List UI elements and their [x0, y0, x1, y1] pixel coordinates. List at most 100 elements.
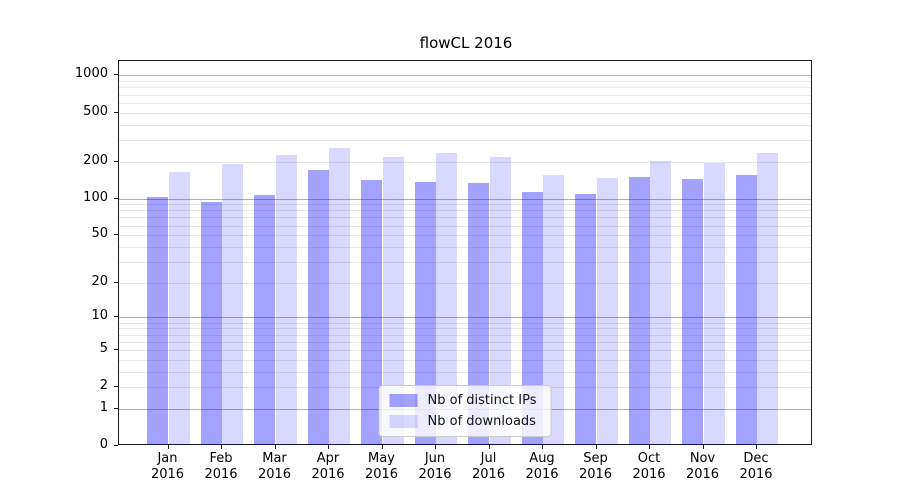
major-gridline [119, 75, 811, 77]
x-tick-mark [756, 445, 757, 449]
legend-swatch [389, 415, 418, 428]
x-tick-label: Nov 2016 [671, 451, 735, 483]
x-tick-month: Apr [316, 451, 340, 466]
bar-downloads [489, 157, 511, 445]
bar-downloads [596, 178, 618, 445]
minor-gridline [119, 204, 811, 206]
x-tick-year: 2016 [739, 467, 773, 482]
bar-downloads [650, 161, 672, 445]
minor-gridline [119, 322, 811, 324]
y-tick-mark [114, 197, 118, 199]
y-tick-label: 20 [91, 273, 108, 289]
bar-downloads [382, 156, 404, 445]
x-tick-mark [702, 445, 704, 449]
bar-ips [147, 197, 169, 445]
x-tick-mark [488, 445, 490, 449]
minor-gridline [119, 210, 811, 212]
y-tick-label: 500 [83, 103, 108, 119]
bar-downloads [543, 175, 565, 445]
x-tick-label: Oct 2016 [617, 451, 681, 483]
x-tick-month: Feb [209, 451, 233, 466]
x-tick-month: Nov [689, 451, 716, 466]
bar-downloads [222, 164, 244, 445]
y-tick-mark [114, 281, 118, 283]
x-tick-month: Jun [424, 451, 446, 466]
y-tick-mark [114, 111, 118, 113]
minor-gridline [119, 102, 811, 104]
minor-gridline [119, 334, 811, 336]
legend-label: Nb of distinct IPs [427, 393, 537, 408]
bar-downloads [703, 162, 725, 445]
minor-gridline [119, 371, 811, 373]
x-tick-month: Jul [480, 451, 497, 466]
x-tick-label: May 2016 [350, 451, 414, 483]
x-tick-mark [649, 445, 650, 449]
y-tick-mark [114, 74, 118, 76]
x-tick-mark [274, 445, 276, 449]
minor-gridline [119, 261, 811, 263]
plot-area: Nb of distinct IPs Nb of downloads [118, 60, 812, 445]
bar-ips [682, 178, 704, 445]
x-tick-label: Jul 2016 [457, 451, 521, 483]
bar-ips [414, 182, 436, 445]
major-gridline [119, 198, 811, 200]
bar-ips [254, 195, 276, 445]
minor-gridline [119, 349, 811, 351]
y-tick-label: 50 [91, 226, 108, 242]
major-gridline [119, 317, 811, 319]
legend-label: Nb of downloads [427, 414, 536, 429]
minor-gridline [119, 359, 811, 361]
minor-gridline [119, 161, 811, 163]
legend-swatch [389, 394, 418, 407]
bar-downloads [757, 152, 779, 445]
y-tick-label: 200 [83, 152, 108, 168]
minor-gridline [119, 124, 811, 126]
x-tick-year: 2016 [204, 467, 238, 482]
bar-downloads [329, 147, 351, 445]
minor-gridline [119, 81, 811, 83]
x-tick-month: Jan [157, 451, 178, 466]
y-tick-label: 5 [99, 340, 108, 356]
minor-gridline [119, 328, 811, 330]
x-tick-month: Aug [529, 451, 555, 466]
x-tick-label: Jan 2016 [136, 451, 200, 483]
x-tick-mark [435, 445, 436, 449]
bar-downloads [436, 152, 458, 445]
x-tick-month: Dec [743, 451, 769, 466]
legend-item: Nb of downloads [389, 414, 537, 429]
minor-gridline [119, 139, 811, 141]
y-tick-label: 2 [99, 378, 108, 394]
y-tick-label: 0 [99, 437, 108, 452]
x-tick-label: Feb 2016 [189, 451, 253, 483]
y-tick-label: 1 [99, 399, 108, 415]
x-tick-month: Mar [262, 451, 287, 466]
minor-gridline [119, 341, 811, 343]
y-tick-mark [114, 348, 118, 350]
legend: Nb of distinct IPs Nb of downloads [378, 385, 552, 437]
minor-gridline [119, 225, 811, 227]
bar-downloads [275, 154, 297, 445]
x-tick-mark [595, 445, 597, 449]
bar-ips [521, 192, 543, 445]
minor-gridline [119, 112, 811, 114]
legend-item: Nb of distinct IPs [389, 393, 537, 408]
x-tick-year: 2016 [525, 467, 559, 482]
x-tick-year: 2016 [150, 467, 185, 482]
y-tick-label: 1000 [74, 66, 108, 82]
x-tick-month: Sep [583, 451, 608, 466]
x-tick-year: 2016 [257, 467, 292, 482]
x-tick-label: Jun 2016 [403, 451, 467, 483]
bar-ips [307, 170, 329, 445]
bar-ips [200, 202, 222, 445]
x-tick-month: May [368, 451, 395, 466]
x-tick-year: 2016 [685, 467, 720, 482]
y-tick-label: 10 [91, 308, 108, 324]
bar-downloads [168, 171, 190, 445]
x-tick-year: 2016 [632, 467, 666, 482]
x-tick-label: Mar 2016 [243, 451, 307, 483]
bar-ips [628, 176, 650, 445]
bar-ips [468, 183, 490, 445]
x-tick-mark [381, 445, 383, 449]
chart-title: flowCL 2016 [419, 34, 513, 52]
minor-gridline [119, 235, 811, 237]
